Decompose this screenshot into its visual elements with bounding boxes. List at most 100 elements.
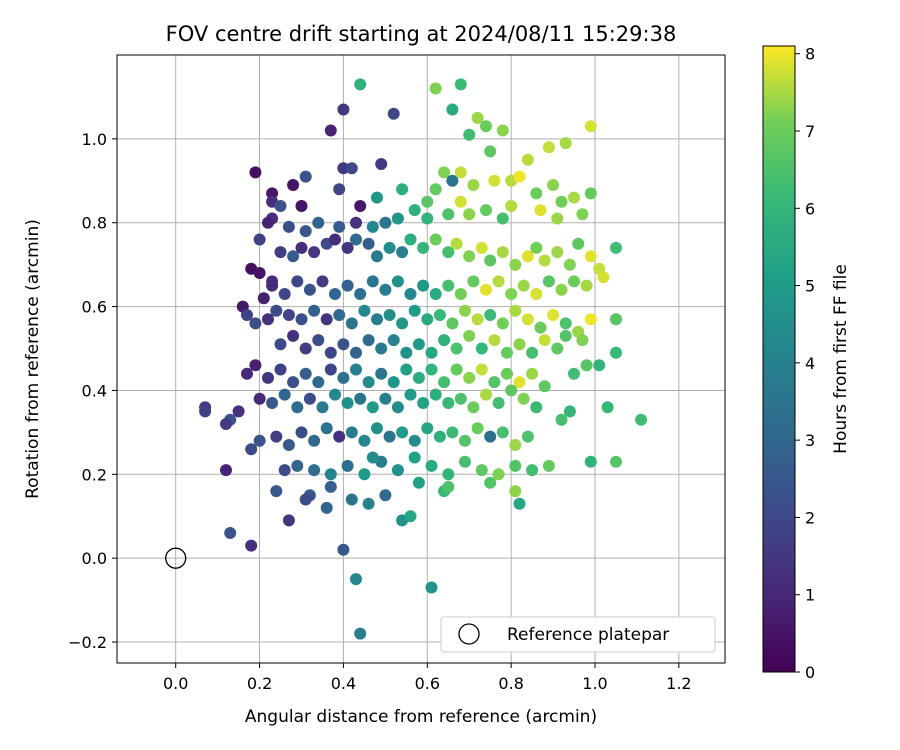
data-points (199, 78, 648, 640)
x-tick-label: 0.4 (331, 674, 356, 693)
data-point (530, 187, 543, 200)
y-axis-label: Rotation from reference (arcmin) (23, 219, 43, 499)
data-point (324, 124, 337, 137)
data-point (496, 212, 509, 225)
data-point (484, 476, 497, 489)
data-point (412, 476, 425, 489)
data-point (371, 191, 383, 204)
data-point (559, 329, 572, 342)
data-point (333, 309, 346, 321)
data-point (308, 304, 321, 317)
data-point (488, 174, 501, 187)
data-point (555, 195, 568, 208)
data-point (513, 338, 526, 351)
data-point (316, 275, 329, 288)
data-point (333, 183, 346, 196)
data-point (480, 204, 492, 217)
data-point (400, 346, 413, 359)
data-point (404, 288, 417, 300)
data-point (199, 405, 212, 418)
data-point (341, 241, 354, 254)
data-point (329, 233, 341, 246)
data-point (492, 468, 505, 481)
data-point (220, 418, 232, 430)
data-point (610, 346, 622, 359)
data-point (291, 459, 304, 472)
data-point (312, 334, 325, 347)
data-point (584, 313, 597, 326)
grid (117, 55, 725, 663)
data-point (341, 397, 354, 409)
data-point (408, 434, 421, 447)
data-point (278, 388, 291, 401)
data-point (379, 216, 392, 229)
data-point (442, 468, 455, 481)
data-point (396, 246, 409, 259)
data-point (534, 204, 547, 217)
data-point (593, 359, 606, 372)
data-point (429, 183, 442, 196)
data-point (480, 120, 492, 133)
data-point (438, 334, 451, 347)
data-point (425, 581, 438, 594)
data-point (354, 288, 367, 300)
reference-marker (165, 547, 187, 569)
data-point (509, 439, 522, 451)
data-point (345, 426, 358, 439)
data-point (496, 426, 509, 439)
data-point (509, 485, 522, 498)
data-point (316, 401, 329, 414)
data-point (337, 338, 350, 351)
x-tick-label: 1.0 (582, 674, 607, 693)
data-point (375, 158, 388, 170)
colorbar-tick-label: 2 (805, 508, 815, 527)
colorbar-tick-label: 4 (805, 354, 815, 373)
data-point (538, 334, 551, 347)
legend-box (440, 616, 716, 653)
data-point (266, 187, 279, 200)
data-point (635, 413, 648, 426)
data-point (362, 376, 375, 389)
data-point (358, 304, 371, 317)
data-point (526, 346, 539, 359)
data-point (262, 313, 274, 326)
data-point (509, 459, 522, 472)
data-point (287, 329, 300, 342)
data-point (547, 309, 560, 321)
data-point (303, 392, 316, 405)
data-point (282, 439, 295, 451)
data-point (446, 174, 459, 187)
data-point (517, 392, 530, 405)
data-point (253, 267, 266, 279)
data-point (521, 250, 534, 263)
data-point (496, 317, 509, 330)
data-point (329, 288, 341, 300)
data-point (475, 342, 488, 355)
data-point (274, 338, 287, 351)
data-point (538, 254, 551, 267)
data-point (295, 426, 308, 439)
data-point (358, 468, 371, 481)
data-point (324, 480, 337, 493)
data-point (530, 288, 543, 300)
data-point (362, 334, 375, 347)
data-point (291, 275, 304, 288)
data-point (526, 367, 539, 380)
data-point (417, 397, 430, 409)
data-point (463, 250, 476, 263)
data-point (580, 279, 593, 292)
data-point (454, 392, 467, 405)
data-point (551, 246, 564, 259)
data-point (551, 212, 564, 225)
data-point (391, 212, 404, 225)
data-point (299, 170, 312, 183)
data-point (459, 434, 471, 447)
data-point (442, 246, 455, 259)
data-point (610, 313, 622, 326)
data-point (396, 183, 409, 196)
data-point (454, 78, 467, 91)
data-point (547, 179, 560, 191)
data-point (379, 489, 392, 502)
colorbar-tick-label: 1 (805, 586, 815, 605)
data-point (324, 468, 337, 481)
